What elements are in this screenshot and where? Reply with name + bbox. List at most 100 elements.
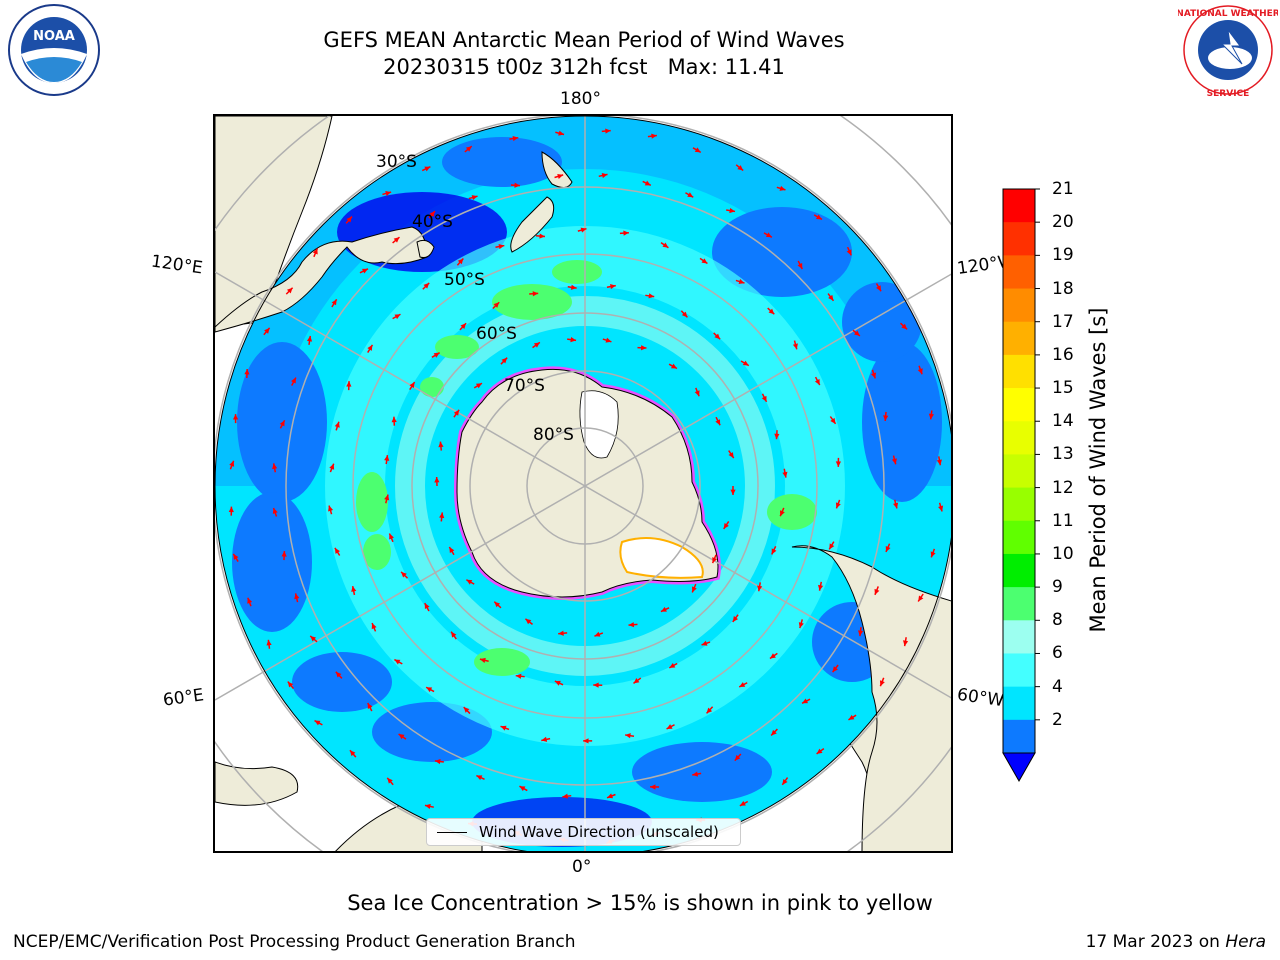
wind-wave-arrowhead	[346, 381, 352, 387]
wind-wave-arrowhead	[570, 337, 577, 343]
date-text: 17 Mar 2023 on Hera	[1086, 932, 1266, 952]
wind-wave-arrowhead	[433, 352, 440, 358]
wind-wave-arrowhead	[371, 623, 377, 630]
nws-logo: NATIONAL WEATHER SERVICE	[1178, 5, 1278, 99]
wind-wave-arrowhead	[580, 227, 587, 233]
wind-wave-arrowhead	[701, 258, 708, 264]
wind-wave-arrowhead	[479, 657, 486, 663]
colorbar-tick-label: 9	[1052, 577, 1063, 598]
wind-wave-arrowhead	[883, 415, 889, 421]
colorbar-segment	[1003, 321, 1035, 356]
wind-wave-arrowhead	[814, 379, 820, 386]
lon-label-bottom: 0°	[572, 857, 592, 877]
wind-wave-arrowhead	[714, 333, 721, 340]
colorbar-tick-label: 19	[1052, 245, 1074, 266]
wind-wave-arrowhead	[732, 616, 739, 622]
wind-wave-arrowhead	[628, 622, 635, 628]
colorbar-tick-label: 4	[1052, 676, 1063, 697]
wind-wave-arrowhead	[712, 557, 718, 564]
wind-wave-arrowhead	[644, 180, 651, 186]
wind-wave-arrowhead	[692, 771, 699, 777]
wind-wave-arrowhead	[734, 754, 741, 761]
wind-wave-arrowhead	[730, 489, 736, 495]
wind-wave-arrowhead	[857, 630, 864, 637]
lon-label-upper-left: 120°E	[149, 251, 204, 279]
svg-text:NOAA: NOAA	[33, 29, 75, 44]
wind-wave-arrowhead	[891, 458, 897, 465]
wind-wave-arrowhead	[562, 793, 569, 799]
wind-wave-arrowhead	[391, 416, 397, 423]
colorbar-label: Mean Period of Wind Waves [s]	[1086, 307, 1110, 633]
wind-wave-arrowhead	[936, 459, 942, 466]
colorbar-segment	[1003, 587, 1035, 621]
wind-wave-arrowhead	[666, 724, 673, 729]
wind-wave-arrowhead	[681, 311, 688, 318]
chart-title: GEFS MEAN Antarctic Mean Period of Wind …	[323, 28, 845, 52]
wind-wave-arrowhead	[761, 395, 767, 402]
wind-wave-arrowhead	[314, 720, 321, 726]
wind-wave-arrowhead	[723, 522, 729, 529]
wind-wave-arrowhead	[287, 681, 294, 688]
wind-wave-arrowhead	[774, 433, 780, 440]
noaa-logo: NOAA	[8, 4, 100, 96]
wind-wave-arrowhead	[310, 635, 317, 642]
wind-wave-arrowhead	[593, 682, 599, 688]
wind-wave-arrowhead	[475, 383, 482, 389]
svg-text:NATIONAL WEATHER: NATIONAL WEATHER	[1178, 9, 1278, 19]
wind-wave-arrowhead	[500, 725, 507, 731]
machine-name: Hera	[1225, 932, 1266, 952]
colorbar-segment	[1003, 686, 1035, 721]
wind-wave-arrowhead	[457, 258, 464, 265]
wind-wave-arrowhead	[512, 135, 519, 142]
wind-wave-arrowhead	[737, 165, 744, 171]
colorbar-segment	[1003, 288, 1035, 323]
colorbar-segment	[1003, 719, 1035, 754]
wind-wave-arrowhead	[739, 682, 746, 687]
map-legend: Wind Wave Direction (unscaled)	[426, 818, 741, 846]
wind-wave-arrowhead	[701, 640, 708, 646]
colorbar-segment	[1003, 354, 1035, 389]
wind-wave-arrowhead	[742, 360, 749, 366]
wind-wave-arrowhead	[792, 343, 798, 350]
wind-wave-arrowhead	[779, 510, 785, 517]
lat-label-40s: 40°S	[412, 212, 453, 232]
wind-wave-arrowhead	[453, 409, 460, 416]
colorbar-tick-label: 10	[1052, 543, 1074, 564]
wind-wave-arrowhead	[286, 287, 293, 294]
wind-wave-arrowhead	[651, 133, 657, 139]
colorbar-tick-label: 17	[1052, 311, 1074, 332]
wind-wave-arrowhead	[229, 460, 235, 467]
colorbar-tick-label: 18	[1052, 278, 1074, 299]
legend-line-icon	[437, 831, 467, 833]
colorbar-tick-label: 20	[1052, 212, 1074, 233]
wind-wave-arrowhead	[554, 680, 561, 686]
lat-label-70s: 70°S	[504, 376, 545, 396]
wind-wave-arrowhead	[782, 471, 788, 478]
wind-wave-arrowhead	[346, 216, 352, 223]
colorbar-segment	[1003, 421, 1035, 455]
colorbar-tick-label: 13	[1052, 444, 1074, 465]
wind-wave-arrowhead	[335, 671, 342, 678]
wind-wave-arrowhead	[610, 284, 616, 290]
sea-ice-caption: Sea Ice Concentration > 15% is shown in …	[347, 891, 933, 915]
wind-wave-arrowhead	[771, 548, 777, 555]
south-america	[791, 545, 951, 851]
wind-wave-arrowhead	[476, 775, 483, 781]
wind-wave-arrowhead	[498, 244, 505, 250]
colorbar-tick-label: 16	[1052, 344, 1074, 365]
wind-wave-arrowhead	[244, 369, 250, 375]
wind-wave-arrowhead	[306, 335, 313, 342]
wind-wave-arrowhead	[272, 463, 278, 470]
wind-wave-arrowhead	[885, 545, 891, 552]
wind-wave-arrowhead	[264, 327, 270, 334]
lat-label-80s: 80°S	[533, 425, 574, 445]
wind-wave-arrowhead	[439, 512, 445, 519]
colorbar-segment	[1003, 553, 1035, 588]
wind-wave-arrowhead	[424, 166, 431, 172]
chart-subtitle: 20230315 t00z 312h fcst Max: 11.41	[383, 55, 785, 79]
wind-wave-arrowhead	[662, 242, 669, 248]
wind-wave-arrowhead	[694, 390, 700, 397]
lon-label-top: 180°	[560, 89, 601, 109]
wind-wave-arrowhead	[429, 211, 435, 217]
wind-wave-arrowhead	[387, 777, 393, 784]
